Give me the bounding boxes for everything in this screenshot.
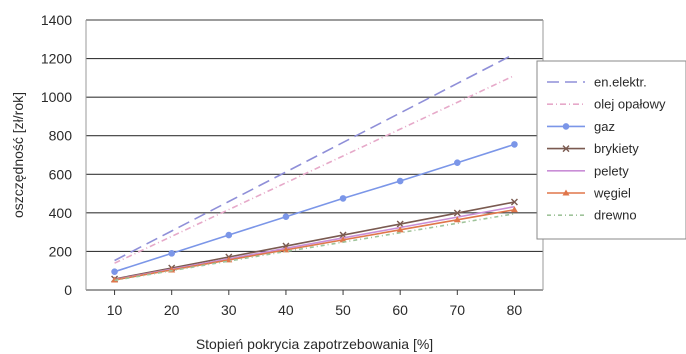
data-point: [111, 276, 119, 283]
y-tick-label: 1200: [41, 51, 72, 67]
legend-box: [536, 60, 686, 240]
legend-label: en.elektr.: [594, 75, 647, 90]
data-point: [453, 216, 461, 223]
data-point-stroke: [396, 220, 404, 228]
data-point: [282, 213, 290, 221]
x-tick-label: 70: [450, 302, 466, 318]
legend: en.elektr. olej opałowy gaz brykiety pelety w…: [536, 60, 686, 240]
data-point: [510, 206, 518, 213]
series-line: [114, 74, 515, 264]
data-point-stroke: [510, 198, 518, 206]
series-7: [114, 213, 515, 282]
x-tick-label: 80: [507, 302, 523, 318]
data-point: [453, 209, 461, 217]
series-line: [114, 208, 515, 281]
data-point: [454, 159, 461, 167]
legend-label: olej opałowy: [594, 97, 666, 112]
x-axis-title: Stopień pokrycia zapotrzebowania [%]: [196, 336, 433, 352]
data-point: [396, 220, 404, 228]
series-1: [114, 53, 515, 262]
legend-item: drewno: [547, 208, 637, 223]
data-point: [562, 189, 570, 196]
series-lines: [111, 53, 518, 283]
legend-label: brykiety: [594, 141, 639, 156]
x-tick-label: 10: [107, 302, 123, 318]
x-tick-label: 20: [164, 302, 180, 318]
y-tick-label: 600: [49, 166, 73, 182]
data-point: [111, 268, 118, 275]
data-point: [396, 177, 404, 185]
data-point: [562, 145, 570, 153]
x-tick-label: 60: [392, 302, 408, 318]
series-line: [114, 53, 515, 262]
legend-label: drewno: [594, 208, 637, 223]
y-tick-label: 400: [49, 205, 73, 221]
data-point-stroke: [562, 145, 570, 153]
y-tick-label: 800: [49, 128, 73, 144]
gridlines: [85, 19, 544, 291]
y-axis-title: oszczędność [zł/rok]: [10, 92, 26, 218]
legend-label: pelety: [594, 163, 629, 178]
y-tick-label: 0: [64, 282, 72, 298]
series-5: [114, 205, 515, 281]
x-tick-label: 30: [221, 302, 237, 318]
legend-item: brykiety: [547, 141, 639, 156]
data-point: [510, 198, 518, 206]
series-3: [111, 141, 518, 275]
legend-label: gaz: [594, 119, 615, 134]
x-tick-label: 50: [335, 302, 351, 318]
data-point: [396, 226, 404, 233]
data-point-stroke: [339, 231, 347, 239]
data-point: [225, 231, 233, 239]
data-point: [339, 236, 347, 243]
series-line: [114, 143, 515, 273]
y-tick-label: 1400: [41, 12, 72, 28]
series-line: [114, 201, 515, 280]
x-tick-label: 40: [278, 302, 294, 318]
data-point: [562, 123, 570, 130]
data-point: [282, 246, 290, 253]
data-point: [339, 195, 347, 202]
legend-item: olej opałowy: [547, 97, 666, 112]
data-point: [511, 141, 518, 148]
y-tick-label: 1000: [41, 89, 72, 105]
series-2: [114, 74, 515, 264]
legend-item: pelety: [547, 163, 629, 178]
series-line: [114, 205, 515, 281]
y-tick-label: 200: [49, 243, 73, 259]
legend-item: węgiel: [547, 186, 631, 201]
legend-label: węgiel: [593, 186, 631, 201]
legend-item: en.elektr.: [547, 75, 647, 90]
data-point: [168, 250, 175, 257]
legend-item: gaz: [547, 119, 615, 134]
series-line: [114, 213, 515, 282]
y-axis-ticks: 0 200 400 600 800 1000 1200 1400: [41, 12, 72, 298]
x-axis-ticks: 10 20 30 40 50 60 70 80: [107, 290, 523, 318]
data-point-stroke: [453, 209, 461, 217]
